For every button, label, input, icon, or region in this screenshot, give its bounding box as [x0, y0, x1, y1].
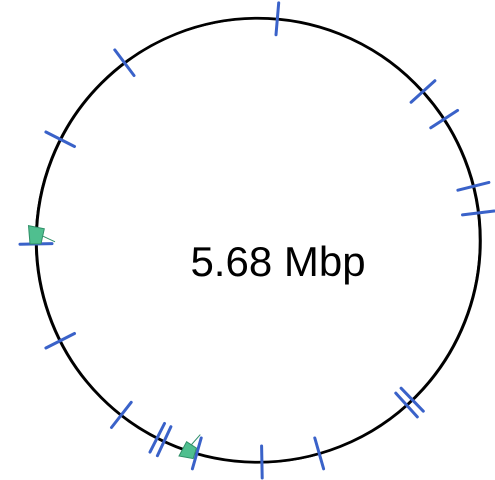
marker-tick	[409, 79, 437, 104]
marker-tick	[44, 332, 76, 350]
marker-tick	[113, 48, 136, 77]
marker-tick	[148, 422, 166, 454]
genome-size-label: 5.68 Mbp	[190, 238, 365, 285]
marker-tick	[461, 209, 495, 217]
gene-feature	[178, 440, 197, 460]
marker-ticks	[18, 1, 495, 480]
marker-tick	[399, 386, 425, 413]
marker-tick	[313, 436, 326, 471]
gene-feature-stem	[191, 434, 201, 445]
marker-tick	[429, 108, 460, 130]
marker-tick	[274, 1, 281, 37]
marker-tick	[44, 130, 76, 148]
marker-tick	[394, 391, 419, 419]
marker-tick	[110, 400, 133, 429]
marker-tick	[155, 425, 173, 458]
marker-tick	[260, 444, 264, 480]
gene-feature-stem	[42, 235, 56, 243]
marker-tick	[456, 180, 491, 192]
marker-tick	[190, 436, 203, 471]
gene-features	[27, 224, 201, 460]
gene-feature	[27, 224, 45, 245]
